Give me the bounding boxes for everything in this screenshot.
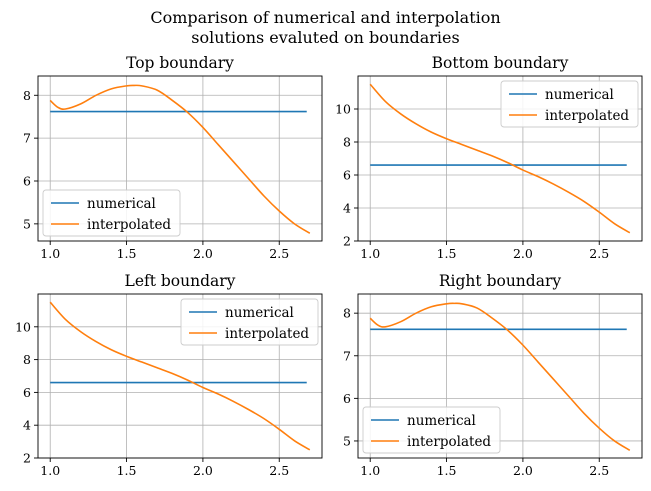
subplot-title: Left boundary: [125, 272, 236, 290]
legend-label-numerical: numerical: [225, 305, 294, 321]
legend: numerical interpolated: [500, 80, 639, 128]
axes-frame: [37, 75, 323, 242]
x-tick-label: 2.5: [269, 463, 289, 478]
y-tick-label: 4: [23, 418, 31, 433]
legend-label-numerical: numerical: [407, 413, 476, 429]
x-tick-label: 2.0: [513, 463, 533, 478]
figure-title-line2: solutions evaluted on boundaries: [191, 28, 459, 47]
x-tick-label: 2.5: [589, 246, 609, 261]
subplot-right-boundary: Right boundary 1.0 1.5 2.0 2.5 5 6 7 8 numerical i…: [343, 272, 643, 478]
x-tick-label: 1.0: [40, 463, 60, 478]
y-tick-label: 6: [23, 385, 31, 400]
subplot-top-boundary: Top boundary 1.0 1.5 2.0 2.5 5 6 7 8 numerical int…: [23, 54, 323, 261]
subplot-title: Right boundary: [439, 272, 561, 290]
legend-label-interpolated: interpolated: [407, 434, 491, 450]
subplot-title: Top boundary: [126, 54, 234, 72]
x-tick-label: 2.5: [589, 463, 609, 478]
x-tick-label: 1.5: [437, 246, 457, 261]
subplot-title: Bottom boundary: [432, 54, 569, 72]
subplot-left-boundary: Left boundary 1.0 1.5 2.0 2.5 2 4 6 8 10 numerical…: [15, 272, 323, 478]
x-tick-label: 2.0: [193, 463, 213, 478]
legend-label-interpolated: interpolated: [225, 326, 309, 342]
x-tick-label: 2.0: [193, 246, 213, 261]
x-tick-label: 1.0: [360, 246, 380, 261]
subplot-bottom-boundary: Bottom boundary 1.0 1.5 2.0 2.5 2 4 6 8 10 numeric…: [335, 54, 643, 261]
y-tick-label: 7: [343, 348, 351, 363]
y-tick-label: 6: [343, 168, 351, 183]
y-tick-label: 8: [343, 306, 351, 321]
axes-frame: [357, 293, 643, 459]
legend-label-numerical: numerical: [87, 196, 156, 212]
y-tick-label: 8: [343, 135, 351, 150]
legend: numerical interpolated: [42, 189, 181, 237]
y-tick-label: 5: [23, 216, 31, 231]
series-interpolated-line: [369, 83, 631, 234]
y-tick-label: 4: [343, 201, 351, 216]
axes-frame: [357, 75, 643, 242]
legend: numerical interpolated: [180, 298, 319, 346]
y-tick-label: 2: [23, 451, 31, 466]
x-tick-label: 1.5: [117, 463, 137, 478]
legend-label-numerical: numerical: [545, 87, 614, 103]
y-tick-label: 2: [343, 234, 351, 249]
subplot-grid: Top boundary 1.0 1.5 2.0 2.5 5 6 7 8 numerical int…: [15, 54, 643, 478]
axes-frame: [37, 293, 323, 459]
series-interpolated-line: [49, 84, 311, 234]
legend-label-interpolated: interpolated: [87, 217, 171, 233]
y-tick-label: 7: [23, 131, 31, 146]
x-tick-label: 2.5: [269, 246, 289, 261]
legend: numerical interpolated: [362, 406, 501, 454]
y-tick-label: 8: [23, 88, 31, 103]
x-tick-label: 2.0: [513, 246, 533, 261]
series-interpolated-line: [369, 302, 631, 452]
legend-label-interpolated: interpolated: [545, 108, 629, 124]
x-tick-label: 1.0: [360, 463, 380, 478]
y-tick-label: 10: [15, 319, 31, 334]
y-tick-label: 6: [23, 174, 31, 189]
y-tick-label: 6: [343, 391, 351, 406]
series-interpolated-line: [49, 301, 311, 451]
x-tick-label: 1.5: [437, 463, 457, 478]
x-tick-label: 1.5: [117, 246, 137, 261]
y-tick-label: 8: [23, 352, 31, 367]
y-tick-label: 5: [343, 433, 351, 448]
y-tick-label: 10: [335, 102, 351, 117]
figure-title-line1: Comparison of numerical and interpolatio…: [150, 8, 500, 27]
x-tick-label: 1.0: [40, 246, 60, 261]
